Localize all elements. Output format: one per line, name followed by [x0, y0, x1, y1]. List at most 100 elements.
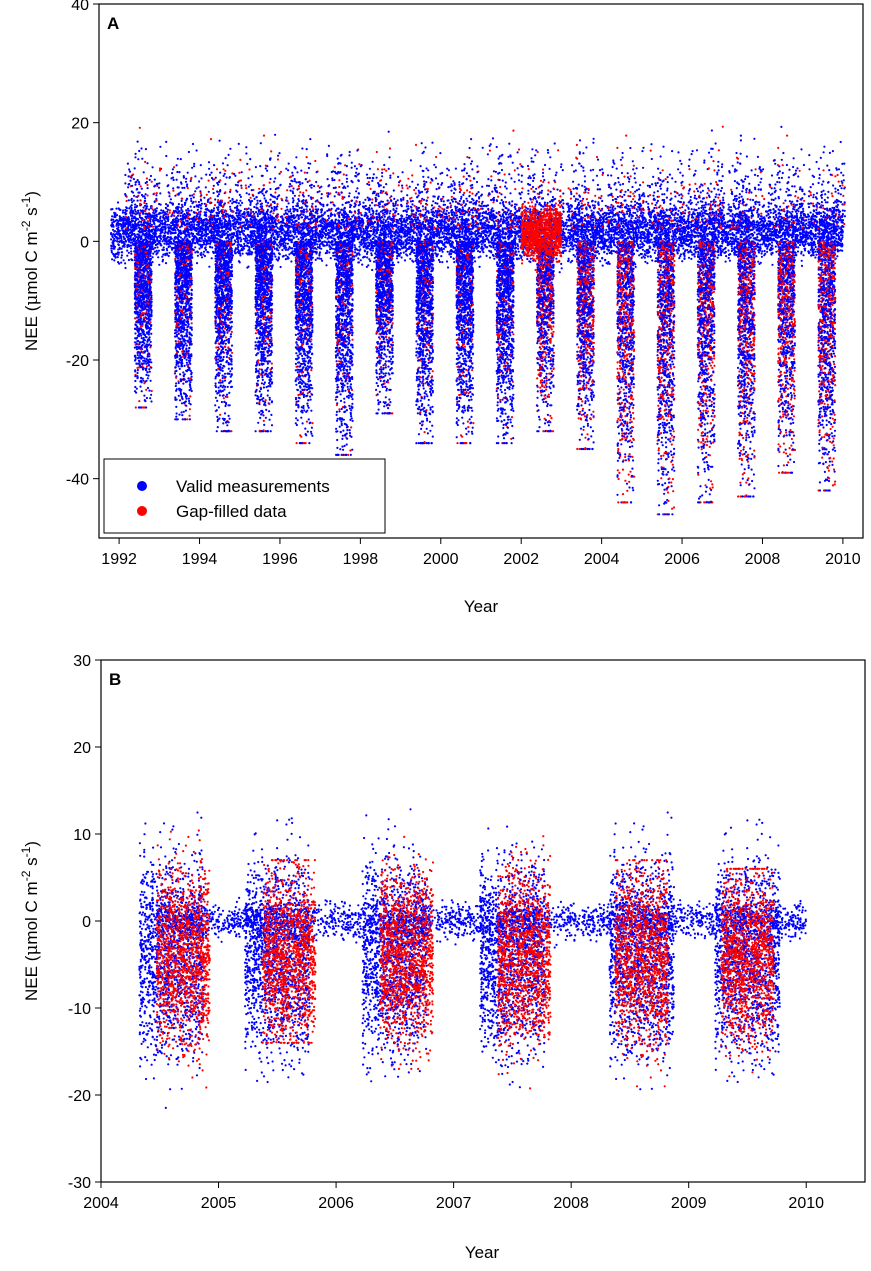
panel-a-point [248, 239, 251, 242]
panel-a-point [199, 207, 203, 210]
panel-a-point [403, 259, 407, 262]
panel-a-point [239, 233, 242, 236]
panel-a-point [126, 249, 129, 252]
panel-a-point [659, 210, 662, 213]
panel-a-point [195, 223, 198, 226]
panel-a-point [289, 208, 292, 211]
panel-a-point [681, 206, 684, 209]
panel-a-point [364, 208, 367, 211]
panel-a-point [299, 230, 302, 233]
panel-a-point [605, 228, 608, 231]
panel-a-point [733, 242, 736, 245]
panel-a-point [130, 252, 133, 255]
panel-a-point [351, 215, 354, 218]
panel-a-point [395, 229, 398, 232]
panel-a-point [513, 237, 516, 240]
panel-a-point [112, 253, 115, 256]
panel-a-point [634, 211, 637, 215]
panel-a-point [405, 243, 408, 246]
panel-a-point [826, 201, 829, 204]
panel-a-point [529, 257, 532, 260]
panel-a-point [195, 262, 199, 265]
panel-a-point [120, 256, 123, 259]
panel-a-point [622, 222, 625, 225]
panel-a-point [594, 224, 597, 227]
panel-a-point [133, 234, 136, 237]
panel-a-point [166, 210, 169, 213]
panel-a-point [517, 257, 521, 260]
panel-a-point [814, 245, 817, 249]
panel-a-point [257, 210, 260, 213]
panel-a-point [443, 222, 446, 225]
panel-a-point [268, 219, 271, 222]
panel-a-point [362, 256, 365, 259]
panel-a-point [286, 248, 290, 251]
panel-a-point [758, 262, 761, 265]
panel-a-point [753, 231, 756, 234]
panel-a-point [247, 252, 250, 255]
panel-a-point [677, 246, 680, 249]
panel-a-point [600, 239, 604, 242]
panel-a-point [111, 258, 114, 261]
panel-a-point [164, 262, 168, 265]
panel-a-point [514, 243, 517, 247]
panel-a-point [236, 226, 239, 230]
panel-a-point [480, 243, 483, 246]
panel-a-point [651, 241, 654, 244]
panel-a-point [572, 247, 575, 250]
panel-a-point [303, 221, 306, 224]
panel-a-point [587, 230, 590, 233]
panel-a-point [682, 238, 685, 241]
panel-a-point [650, 234, 653, 238]
panel-a-point [797, 207, 800, 210]
panel-a-point [140, 223, 143, 226]
panel-a-point [647, 228, 650, 231]
panel-a-point [110, 238, 113, 241]
panel-a-point [690, 257, 693, 260]
panel-a-point [623, 234, 627, 237]
panel-a-point [161, 211, 164, 214]
panel-a-point [745, 235, 748, 238]
panel-a-point [640, 256, 643, 259]
panel-a-point [365, 212, 368, 215]
panel-a-point [120, 254, 123, 257]
panel-a-point [358, 253, 361, 256]
panel-a-point [188, 217, 191, 220]
panel-a-point [413, 218, 416, 221]
panel-a-point [200, 256, 204, 259]
panel-a-point [117, 226, 120, 229]
panel-a-point [769, 211, 772, 214]
panel-a-point [382, 218, 385, 221]
panel-a-point [158, 211, 161, 214]
panel-a-point [637, 244, 640, 248]
panel-a-point [803, 244, 806, 247]
panel-a-point [135, 218, 138, 222]
panel-a-point [163, 232, 166, 235]
panel-a-point [113, 259, 116, 262]
panel-a-point [276, 226, 279, 229]
panel-a-point [720, 245, 724, 248]
panel-a-point [127, 251, 130, 254]
panel-a-point [189, 205, 192, 208]
panel-a-point [678, 257, 681, 260]
panel-a-point [693, 253, 696, 256]
panel-a-point [793, 208, 796, 211]
panel-a-point [386, 199, 389, 202]
panel-a-point [114, 255, 117, 258]
panel-a-point [840, 225, 843, 228]
panel-a-point [710, 227, 713, 231]
panel-a-point [641, 241, 644, 244]
panel-a-point [449, 216, 452, 220]
panel-a-point [730, 249, 734, 253]
panel-a-point [679, 211, 682, 214]
panel-a-point [249, 208, 252, 211]
panel-a-point [208, 265, 211, 268]
panel-a-point [161, 222, 164, 225]
panel-a-point [653, 251, 656, 255]
panel-a-point [239, 254, 242, 257]
panel-a-point [757, 251, 761, 254]
panel-a-point [196, 251, 200, 254]
panel-a-point [450, 198, 453, 201]
panel-a-point [673, 204, 676, 207]
panel-a-point [117, 261, 120, 264]
